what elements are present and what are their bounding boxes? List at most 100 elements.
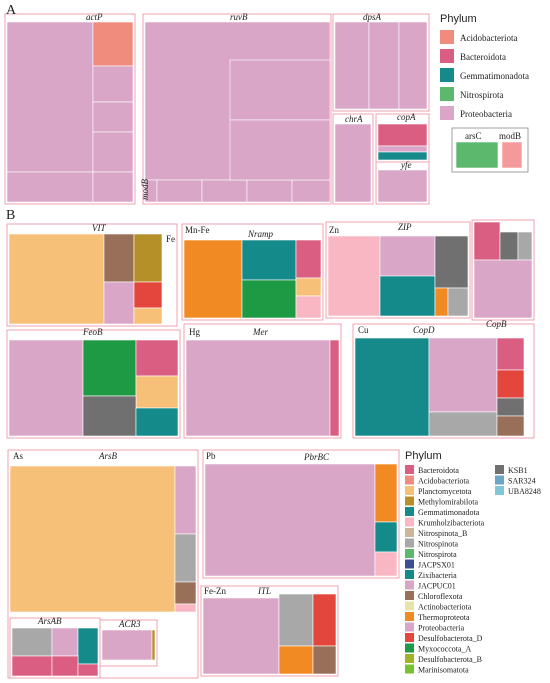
tile-VIT-desulfo: [133, 281, 163, 309]
tile-ZIP-nitro: [447, 287, 469, 317]
tile-actP-proteo-bottom: [6, 171, 94, 203]
metal-label-MnFe: Mn-Fe: [185, 225, 210, 235]
legend-a-gene-box: arsC modB: [451, 127, 529, 173]
tile-copA-gemm: [377, 151, 428, 161]
legend-b-swatch-desulfobacterota_b: [405, 654, 414, 663]
gene-label-Nramp: Nramp: [247, 229, 274, 239]
legend-b-title: Phylum: [405, 450, 442, 462]
tile-ACR3-proteo: [101, 629, 153, 661]
tile-Nramp-krumh: [295, 295, 322, 319]
tile-actP-acido: [92, 21, 134, 67]
gene-frame-CopB: [471, 219, 535, 321]
tile-CopD-ksb1: [496, 397, 525, 417]
tile-FeoB-proteo: [8, 339, 84, 437]
tile-FeoB-plancto: [135, 375, 179, 409]
tile-VIT-plancto2: [133, 307, 163, 325]
legend-a-label-nitrospirota: Nitrospirota: [460, 90, 504, 100]
legend-b-swatch-acidobacteriota: [405, 475, 414, 485]
legend-a-title: Phylum: [440, 13, 477, 25]
gene-frame-dpsA: [332, 13, 430, 112]
gene-label-CopD: CopD: [413, 325, 435, 335]
gene-frame-Mer: [183, 323, 342, 439]
tile-ArsAB-nitro: [11, 627, 53, 657]
gene-frame-FeoB: [6, 329, 181, 439]
legend-b-label-chloroflexota: Chloroflexota: [418, 592, 463, 601]
tile-Nramp-myxo: [241, 279, 297, 319]
tile-Nramp-bact: [295, 239, 322, 279]
gene-label-Mer: Mer: [252, 327, 268, 337]
tile-CopD-desulfo: [496, 369, 525, 399]
legend-b-label-ksb1: KSB1: [508, 466, 528, 475]
gene-frame-yfe: [375, 161, 430, 205]
panel-label-a: A: [6, 3, 17, 18]
legend-a-modB: modB: [499, 131, 521, 141]
legend-b-swatch-proteobacteria: [405, 622, 414, 632]
metal-label-FeZn: Fe-Zn: [204, 586, 226, 596]
tile-ITL-nitro: [278, 593, 314, 647]
legend-b-swatch-jacpuc01: [405, 580, 414, 590]
tile-ZIP-zixi: [379, 275, 436, 317]
tile-actP-proteo-2: [92, 65, 134, 103]
tile-chrA-main: [334, 123, 372, 203]
legend-a-swatch-acidobacteriota: [440, 30, 454, 44]
legend-b-swatch-jacpsx01: [405, 559, 414, 569]
tile-ACR3-methylo: [151, 629, 156, 661]
tile-ruvB-b1: [156, 179, 203, 203]
legend-b-label-desulfobacterota_d: Desulfobacterota_D: [418, 634, 483, 643]
tile-ZIP-ksb1: [434, 235, 469, 289]
tile-FeoB-ksb1: [82, 395, 137, 437]
tile-actP-proteo-3: [92, 101, 134, 133]
gene-label-PbrBC: PbrBC: [303, 452, 330, 462]
tile-CopB-bact: [473, 221, 501, 261]
gene-label-chrA: chrA: [345, 114, 363, 124]
tile-ArsAB-bact2: [51, 655, 79, 677]
gene-frame-VIT: [6, 223, 178, 327]
tile-ArsAB-bact3: [77, 663, 99, 677]
tile-CopD-nitro: [428, 411, 498, 437]
tile-PbrBC-zixi: [374, 521, 398, 553]
legend-b-label-methylomirabilota: Methylomirabilota: [418, 498, 478, 507]
legend-b-swatch-bacteroidota: [405, 465, 414, 474]
gene-label-ZIP: ZIP: [398, 222, 412, 232]
legend-a-label-bacteroidota: Bacteroidota: [460, 52, 506, 62]
legend-b-swatch-methylomirabilota: [405, 496, 414, 506]
legend-b-swatch-actinobacteriota: [405, 601, 414, 611]
legend-b-label-marinisomatota: Marinisomatota: [418, 666, 469, 675]
tile-dpsA-2: [368, 21, 400, 110]
gene-frames: [4, 13, 535, 679]
gene-label-ruvB: ruvB: [230, 12, 248, 22]
tile-ITL-chloro: [312, 645, 337, 675]
tile-ITL-proteo: [202, 597, 280, 675]
tile-yfe-main: [377, 169, 428, 203]
tile-ZIP-thermo: [434, 287, 449, 317]
gene-label-ITL: ITL: [257, 586, 271, 596]
legend-b-label-nitrospinota_b: Nitrospinota_B: [418, 529, 467, 538]
legend-b-label-uba8248: UBA8248: [508, 487, 541, 496]
tile-ITL-desulfo: [312, 593, 337, 647]
tile-FeoB-zixi: [135, 407, 179, 437]
metal-label-Cu: Cu: [358, 325, 369, 335]
tile-PbrBC-proteo: [204, 463, 376, 577]
tile-ruvB-b3: [246, 179, 293, 203]
legend-b-label-bacteroidota: Bacteroidota: [418, 466, 459, 475]
tile-Nramp-zixi: [241, 239, 297, 281]
gene-frame-CopD: [352, 323, 535, 439]
tile-ruvB-c1: [229, 59, 331, 121]
metal-label-Zn: Zn: [329, 225, 339, 235]
legend-b-swatch-marinisomatota: [405, 664, 414, 674]
legend-a-label-acidobacteriota: Acidobacteriota: [460, 33, 517, 43]
tile-ArsAB-proteo: [51, 627, 79, 657]
legend-b-swatch-gemmatimonadota: [405, 507, 414, 516]
tile-CopB-nitro: [517, 231, 533, 261]
gene-label-CopB: CopB: [486, 319, 507, 329]
legend-b-swatch-zixibacteria: [405, 570, 414, 579]
gene-frame-ACR3: [99, 619, 158, 667]
legend-b-swatch-nitrospirota: [405, 549, 414, 558]
gene-label-modB-small: modB: [140, 179, 150, 200]
legend-b-label-acidobacteriota: Acidobacteriota: [418, 477, 470, 486]
legend-a-gene-box-frame: [451, 127, 529, 173]
tile-CopB-ksb1: [499, 231, 519, 261]
legend-b-label-desulfobacterota_b: Desulfobacterota_B: [418, 655, 482, 664]
legend-b-swatch-ksb1: [495, 465, 504, 474]
gene-frame-chrA: [332, 113, 374, 205]
